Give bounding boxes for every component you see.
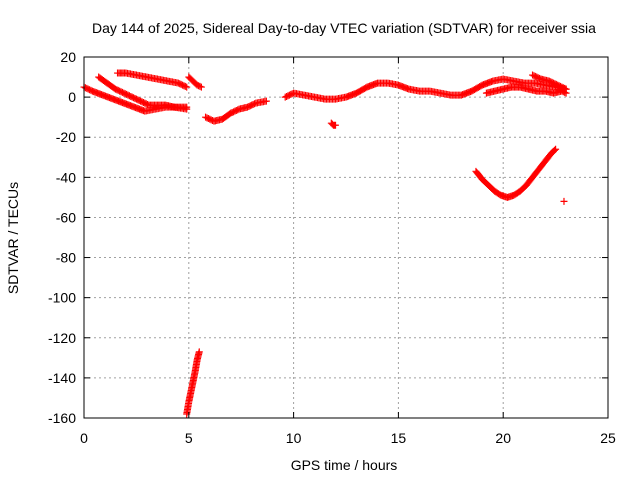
y-tick-label: 20: [60, 49, 76, 65]
y-tick-label: -120: [48, 330, 76, 346]
x-tick-label: 0: [80, 430, 88, 446]
y-tick-label: -60: [56, 209, 76, 225]
data-point: [183, 83, 191, 91]
x-tick-label: 25: [600, 430, 616, 446]
y-tick-label: -20: [56, 129, 76, 145]
axis-ticks: 0 5 10 15 20 25 -160 -140 -120 -100 -80 -60 -40 -20 0 2…: [48, 49, 616, 446]
data-point: [181, 82, 189, 90]
data-point: [262, 97, 270, 105]
x-tick-label: 15: [391, 430, 407, 446]
data-point: [561, 84, 569, 92]
data-point: [196, 82, 204, 90]
y-tick-label: -100: [48, 290, 76, 306]
y-tick-label: -160: [48, 410, 76, 426]
chart-title: Day 144 of 2025, Sidereal Day-to-day VTE…: [92, 20, 596, 36]
y-tick-label: 0: [68, 89, 76, 105]
data-point: [562, 85, 570, 93]
x-tick-label: 20: [495, 430, 511, 446]
y-tick-label: -40: [56, 169, 76, 185]
x-tick-label: 5: [185, 430, 193, 446]
data-point: [552, 145, 560, 153]
y-tick-label: -140: [48, 370, 76, 386]
data-point: [551, 146, 559, 154]
data-point: [560, 197, 568, 205]
x-axis-label: GPS time / hours: [291, 457, 398, 473]
data-point: [197, 83, 205, 91]
plot-frame: [83, 56, 609, 419]
y-axis-label: SDTVAR / TECUs: [5, 182, 21, 294]
data-point: [332, 121, 340, 129]
data-point: [183, 105, 191, 113]
y-tick-label: -80: [56, 250, 76, 266]
data-point: [195, 348, 203, 356]
x-tick-label: 10: [286, 430, 302, 446]
data-points: [80, 69, 570, 418]
